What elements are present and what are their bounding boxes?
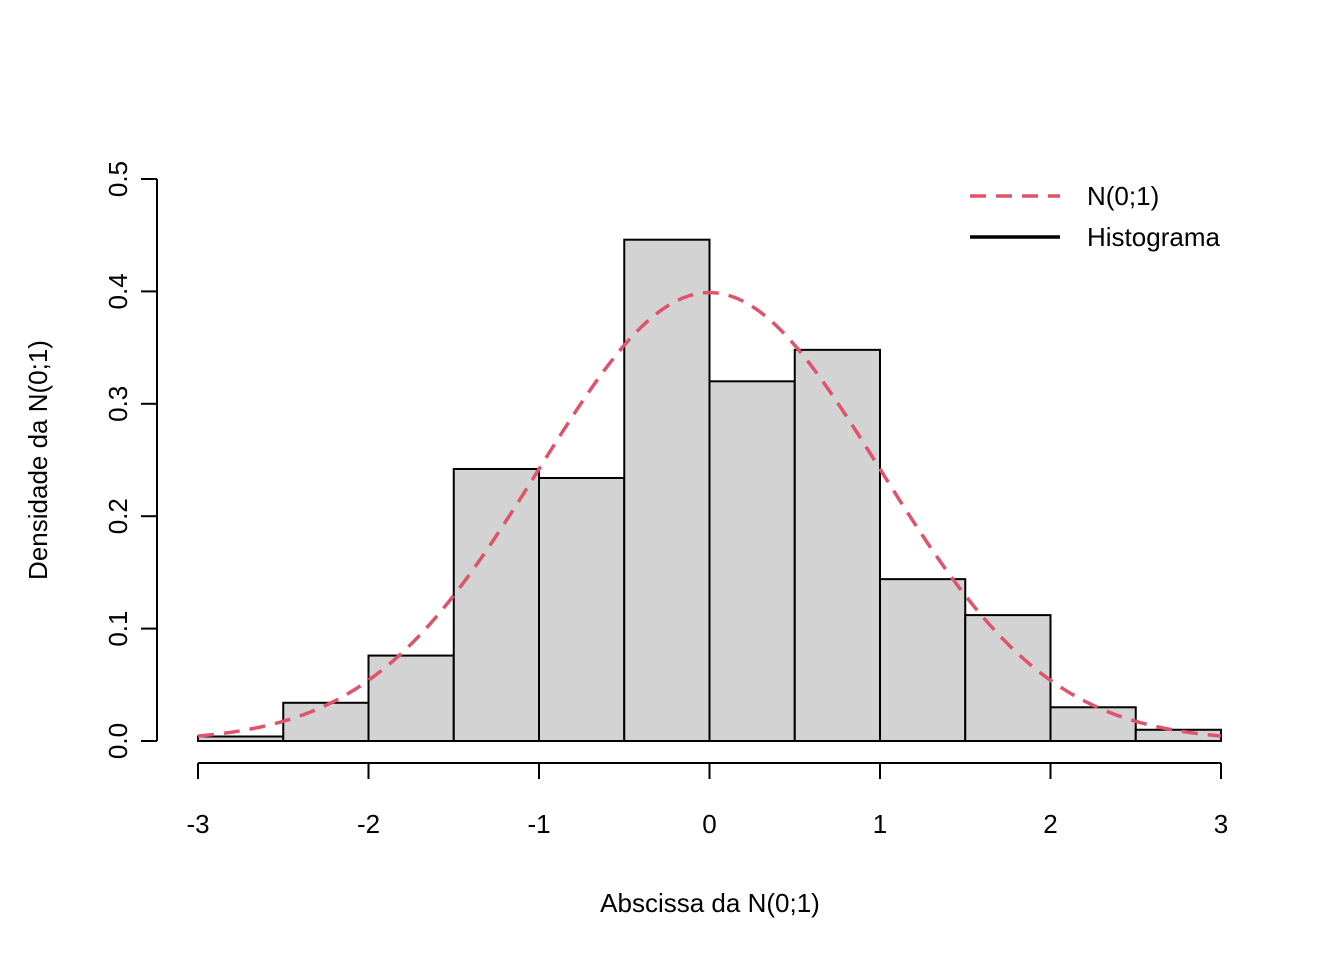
- legend-label: N(0;1): [1087, 181, 1159, 211]
- legend-label: Histograma: [1087, 222, 1220, 252]
- histogram-bar: [197, 735, 285, 743]
- histogram-bar: [879, 578, 967, 742]
- y-tick-label: 0.2: [103, 498, 133, 534]
- x-tick-label: 2: [1043, 809, 1057, 839]
- legend: N(0;1) Histograma: [970, 181, 1220, 252]
- x-tick-label: -3: [186, 809, 209, 839]
- x-tick-label: 0: [702, 809, 716, 839]
- y-tick-label: 0.3: [103, 386, 133, 422]
- y-tick-label: 0.5: [103, 161, 133, 197]
- histogram-bars: [197, 238, 1222, 743]
- normal-curve: [197, 290, 1222, 738]
- x-axis-title: Abscissa da N(0;1): [600, 888, 820, 918]
- x-tick-label: -2: [357, 809, 380, 839]
- normal-density-line: [197, 290, 1222, 738]
- y-tick-label: 0.4: [103, 273, 133, 309]
- y-tick-label: 0.1: [103, 611, 133, 647]
- y-axis: 0.0 0.1 0.2 0.3 0.4 0.5: [103, 161, 158, 759]
- histogram-bar: [708, 380, 796, 742]
- x-tick-label: 1: [873, 809, 887, 839]
- histogram-bar: [793, 348, 881, 742]
- histogram-bar: [282, 701, 370, 742]
- histogram-bar: [623, 238, 711, 742]
- x-tick-label: -1: [527, 809, 550, 839]
- y-tick-label: 0.0: [103, 723, 133, 759]
- histogram-bar: [1049, 706, 1137, 743]
- histogram-bar: [367, 654, 455, 742]
- histogram-bar: [538, 476, 626, 742]
- x-tick-label: 3: [1214, 809, 1228, 839]
- histogram-bar: [452, 467, 540, 742]
- x-axis: -3 -2 -1 0 1 2 3: [186, 762, 1228, 839]
- histogram-bar: [964, 614, 1052, 742]
- y-axis-title: Densidade da N(0;1): [23, 340, 53, 580]
